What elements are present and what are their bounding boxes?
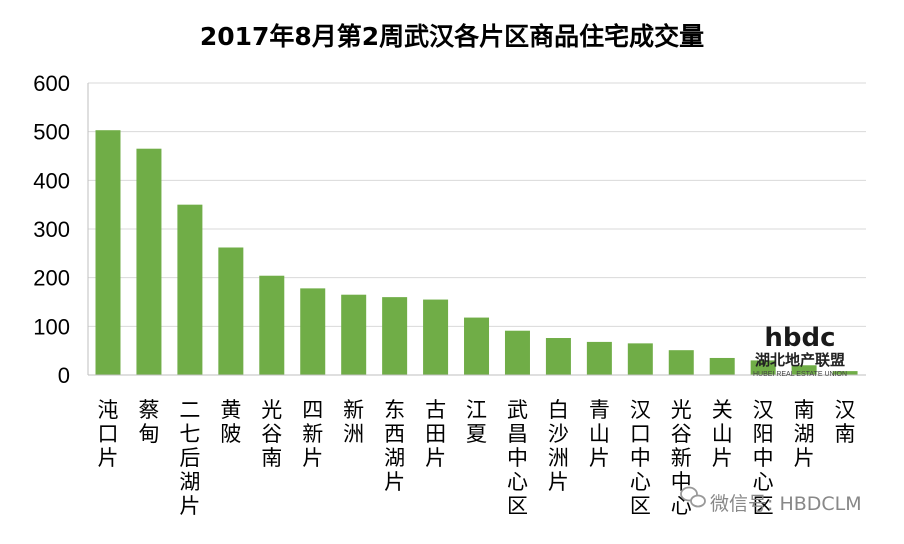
- bar: [750, 360, 776, 375]
- y-tick-label: 300: [33, 217, 70, 242]
- bar: [791, 365, 817, 375]
- y-tick-label: 400: [33, 168, 70, 193]
- bar: [300, 288, 326, 375]
- x-tick-label: 二七后湖片: [179, 398, 200, 518]
- bars: [95, 130, 858, 375]
- bar: [95, 130, 121, 375]
- x-tick-label: 黄陂: [220, 398, 241, 446]
- y-tick-label: 100: [33, 314, 70, 339]
- y-tick-label: 0: [58, 363, 70, 388]
- bar: [668, 350, 694, 375]
- watermark-logo: hbdc: [764, 323, 835, 353]
- bar: [423, 299, 449, 375]
- x-tick-label: 古田片: [425, 398, 446, 470]
- x-tick-label: 汉阳中心区: [753, 398, 774, 518]
- bar: [586, 341, 612, 375]
- y-tick-label: 600: [33, 71, 70, 96]
- bar: [218, 247, 244, 375]
- bar: [341, 294, 367, 375]
- gridlines: [88, 82, 866, 376]
- bar: [832, 371, 858, 375]
- x-tick-label: 沌口片: [98, 398, 119, 470]
- x-tick-label: 东西湖片: [384, 398, 405, 494]
- bar: [259, 275, 285, 375]
- y-axis: 0 100 200 300 400 500 600: [33, 71, 89, 388]
- bar: [627, 343, 653, 375]
- x-tick-label: 白沙洲片: [548, 398, 569, 494]
- bar: [382, 297, 408, 375]
- wechat-badge: 微信号: HBDCLM: [680, 486, 862, 515]
- x-tick-label: 武昌中心区: [507, 398, 528, 518]
- wechat-icon: [680, 486, 706, 508]
- y-tick-label: 500: [33, 120, 70, 145]
- watermark: hbdc 湖北地产联盟 HUBEI REAL ESTATE UNION: [753, 323, 847, 378]
- x-tick-label: 关山片: [712, 398, 733, 470]
- bar: [464, 317, 490, 375]
- y-tick-label: 200: [33, 266, 70, 291]
- bar: [136, 148, 162, 375]
- x-tick-label: 光谷南: [261, 398, 282, 470]
- x-axis: 沌口片蔡甸二七后湖片黄陂光谷南四新片新洲东西湖片古田片江夏武昌中心区白沙洲片青山…: [88, 374, 866, 518]
- bar: [504, 330, 530, 375]
- x-tick-label: 青山片: [589, 398, 610, 470]
- watermark-brand: 湖北地产联盟: [755, 351, 845, 369]
- x-tick-label: 汉口中心区: [630, 398, 651, 518]
- x-tick-label: 汉南: [835, 398, 856, 446]
- bar: [177, 204, 203, 375]
- x-tick-label: 四新片: [302, 398, 323, 470]
- x-tick-label: 南湖片: [794, 398, 815, 470]
- chart-title: 2017年8月第2周武汉各片区商品住宅成交量: [200, 22, 704, 51]
- x-tick-label: 江夏: [466, 398, 487, 446]
- bar: [545, 338, 571, 375]
- bar: [709, 357, 735, 375]
- x-tick-label: 蔡甸: [138, 398, 159, 446]
- x-tick-label: 新洲: [343, 398, 364, 446]
- wechat-label: 微信号: HBDCLM: [710, 493, 862, 515]
- watermark-sub: HUBEI REAL ESTATE UNION: [753, 371, 847, 378]
